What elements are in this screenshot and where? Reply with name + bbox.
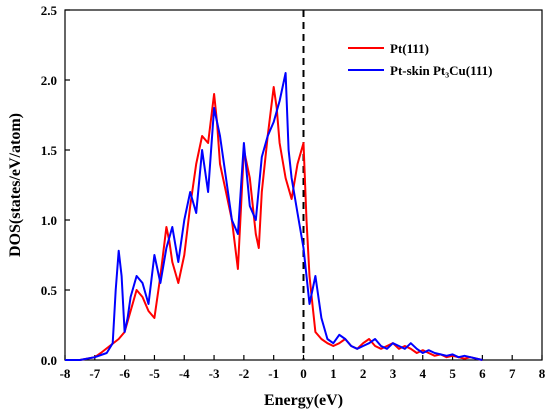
series-line-2 bbox=[65, 72, 483, 361]
legend: Pt(111) Pt-skin Pt₃Cu(111) bbox=[348, 41, 493, 78]
x-tick-label: 3 bbox=[390, 366, 397, 381]
x-tick-label: -6 bbox=[119, 366, 130, 381]
x-tick-label: 0 bbox=[300, 366, 307, 381]
legend-label-2: Pt-skin Pt₃Cu(111) bbox=[390, 63, 493, 78]
x-tick-label: 1 bbox=[330, 366, 337, 381]
series-layer bbox=[65, 72, 483, 361]
y-tick-label: 2.0 bbox=[41, 73, 57, 88]
x-tick-label: 7 bbox=[509, 366, 516, 381]
x-tick-label: -2 bbox=[238, 366, 249, 381]
y-tick-label: 1.5 bbox=[41, 143, 58, 158]
x-tick-label: -1 bbox=[268, 366, 279, 381]
y-tick-label: 0.0 bbox=[41, 353, 57, 368]
y-axis-title: DOS(states/eV/atom) bbox=[7, 113, 24, 257]
series-line-1 bbox=[65, 86, 483, 361]
x-tick-label: -8 bbox=[60, 366, 71, 381]
y-tick-label: 2.5 bbox=[41, 3, 58, 18]
x-tick-label: -3 bbox=[209, 366, 220, 381]
legend-label-1: Pt(111) bbox=[390, 41, 429, 56]
x-tick-label: -7 bbox=[89, 366, 100, 381]
x-axis-title: Energy(eV) bbox=[264, 392, 343, 409]
x-tick-label: 8 bbox=[539, 366, 546, 381]
x-tick-label: 2 bbox=[360, 366, 367, 381]
x-tick-label: 4 bbox=[420, 366, 427, 381]
x-tick-label: 5 bbox=[449, 366, 456, 381]
x-tick-label: -5 bbox=[149, 366, 160, 381]
y-axis-ticks: 0.0 0.5 1.0 1.5 2.0 2.5 bbox=[41, 3, 70, 368]
x-axis-ticks: -8 -7 -6 -5 -4 -3 -2 -1 0 1 2 3 4 5 6 7 8 bbox=[60, 355, 546, 381]
x-tick-label: 6 bbox=[479, 366, 486, 381]
y-tick-label: 1.0 bbox=[41, 213, 57, 228]
y-tick-label: 0.5 bbox=[41, 283, 58, 298]
x-tick-label: -4 bbox=[179, 366, 190, 381]
